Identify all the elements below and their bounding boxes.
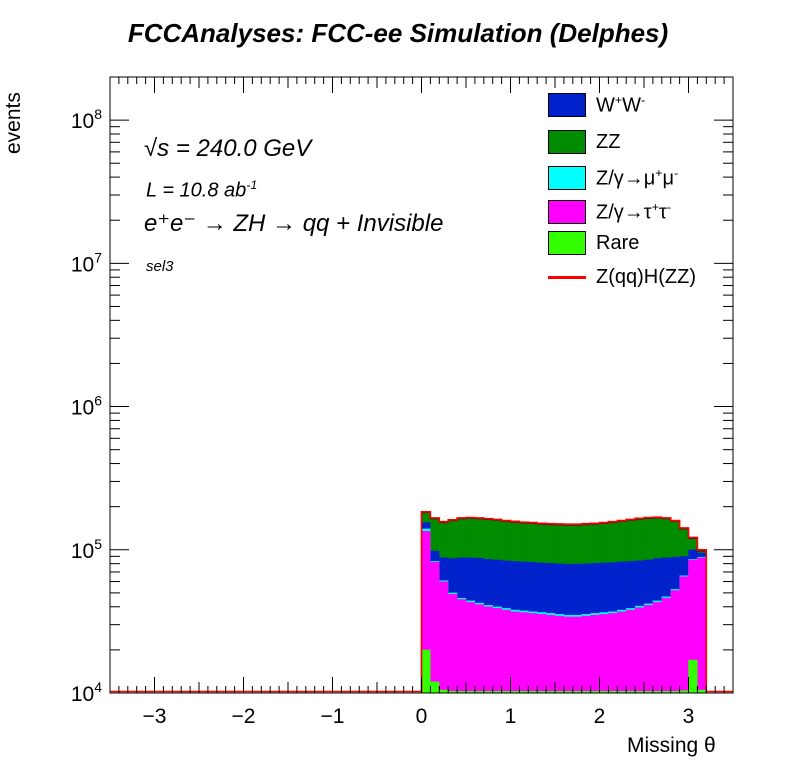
y-tick-label: 104 xyxy=(71,679,102,706)
bar-ztautau-17 xyxy=(572,616,582,694)
x-tick-label: −1 xyxy=(321,705,345,728)
bar-ztautau-11 xyxy=(519,612,529,694)
legend-swatch-zz xyxy=(548,130,586,154)
legend-label-zz: ZZ xyxy=(596,130,621,153)
x-tick-label: −3 xyxy=(143,705,167,728)
legend-entry-ww: W+W- xyxy=(548,92,645,118)
bar-ztautau-5 xyxy=(465,602,476,694)
selection-annotation: sel3 xyxy=(146,258,174,275)
bar-ztautau-29 xyxy=(679,576,689,694)
x-tick-label: 1 xyxy=(505,705,517,728)
bar-ztautau-23 xyxy=(626,609,636,694)
bar-ztautau-14 xyxy=(545,614,556,694)
bar-ztautau-27 xyxy=(661,597,671,694)
y-tick-label: 108 xyxy=(71,106,102,133)
chart-title: FCCAnalyses: FCC-ee Simulation (Delphes) xyxy=(127,18,669,48)
legend-entry-signal: Z(qq)H(ZZ) xyxy=(548,264,696,290)
luminosity-annotation: L = 10.8 ab-1 xyxy=(146,178,258,202)
bar-ztautau-25 xyxy=(643,605,654,694)
bar-ztautau-16 xyxy=(563,616,573,694)
legend-swatch-ww xyxy=(548,93,586,117)
process-annotation: e⁺e⁻ → ZH → qq + Invisible xyxy=(144,210,444,237)
signal-line xyxy=(110,511,733,693)
x-tick-label: 2 xyxy=(594,705,606,728)
legend-entry-ztautau: Z/γ→τ+τ- xyxy=(548,199,671,225)
y-axis-ticks: 104 105 106 107 108 xyxy=(71,76,733,706)
bar-ztautau-18 xyxy=(581,615,591,694)
bar-rare-1 xyxy=(430,681,440,694)
bar-rare-0 xyxy=(421,649,431,694)
y-tick-label: 106 xyxy=(71,393,102,420)
legend-label-rare: Rare xyxy=(596,231,640,254)
bar-ztautau-12 xyxy=(528,613,538,694)
legend-label-signal: Z(qq)H(ZZ) xyxy=(596,265,696,288)
bar-ztautau-28 xyxy=(670,590,680,694)
stacked-histogram xyxy=(420,511,707,694)
legend-swatch-rare xyxy=(548,231,586,255)
bar-ztautau-7 xyxy=(483,606,493,694)
legend-entry-zz: ZZ xyxy=(548,129,620,155)
bar-ztautau-3 xyxy=(448,593,458,694)
bar-ztautau-4 xyxy=(456,599,467,694)
bar-ztautau-2 xyxy=(439,581,449,694)
bar-ztautau-20 xyxy=(599,614,609,694)
x-tick-label: −2 xyxy=(232,705,256,728)
legend-label-zmumu: Z/γ→μ+μ- xyxy=(596,165,679,190)
legend-label-ztautau: Z/γ→τ+τ- xyxy=(596,199,671,224)
bar-ztautau-6 xyxy=(474,604,484,694)
y-tick-label: 107 xyxy=(71,249,102,276)
sqrt-s-annotation: √s = 240.0 GeV xyxy=(144,135,312,162)
x-axis-label: Missing θ xyxy=(627,734,716,757)
bar-ztautau-9 xyxy=(501,609,511,694)
y-axis-label: events xyxy=(2,92,25,154)
bar-ztautau-24 xyxy=(634,607,645,694)
bar-ztautau-15 xyxy=(554,615,565,694)
bar-ztautau-13 xyxy=(537,614,547,694)
bar-ztautau-31 xyxy=(697,557,707,694)
x-tick-label: 3 xyxy=(683,705,695,728)
x-tick-label: 0 xyxy=(416,705,428,728)
bar-ztautau-1 xyxy=(430,561,440,694)
bar-ztautau-19 xyxy=(590,614,600,694)
bar-ztautau-26 xyxy=(652,602,662,694)
y-tick-label: 105 xyxy=(71,536,102,563)
bar-ztautau-21 xyxy=(608,613,618,694)
legend-label-ww: W+W- xyxy=(596,92,646,117)
bar-ztautau-8 xyxy=(492,608,502,694)
bar-rare-30 xyxy=(688,659,698,694)
x-axis-ticks: −3 −2 −1 0 1 2 3 xyxy=(109,77,734,728)
legend-swatch-ztautau xyxy=(548,200,586,224)
bar-ztautau-10 xyxy=(510,611,520,694)
bar-ztautau-22 xyxy=(617,611,627,694)
legend-entry-zmumu: Z/γ→μ+μ- xyxy=(548,165,678,191)
legend-swatch-zmumu xyxy=(548,166,586,190)
legend-swatch-signal xyxy=(548,275,586,279)
legend-entry-rare: Rare xyxy=(548,230,639,256)
